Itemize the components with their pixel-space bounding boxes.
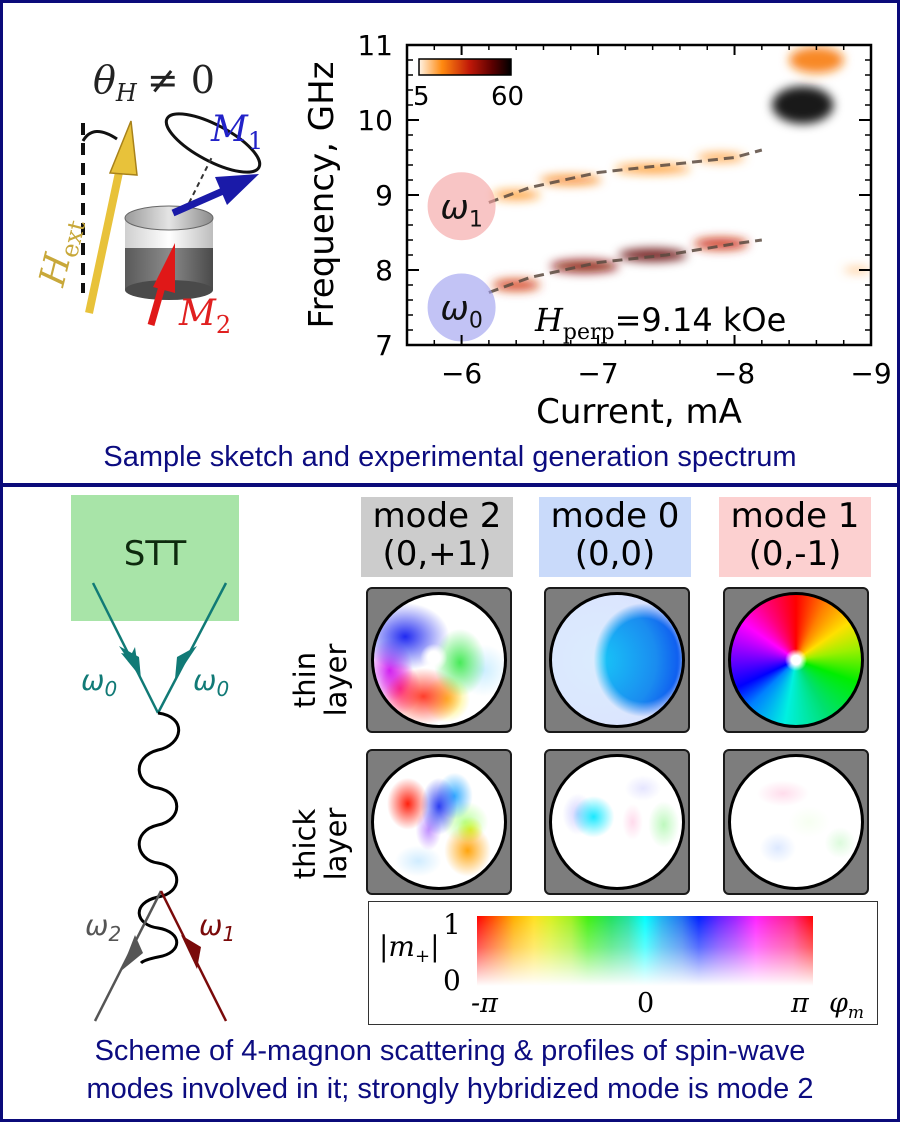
phase-max-label: π — [791, 988, 809, 1019]
m1-arrow-shaft — [171, 187, 225, 217]
y-tick-label: 8 — [375, 254, 393, 287]
profile-thin-mode-1 — [723, 587, 869, 733]
profile-thin-mode-2 — [366, 587, 512, 733]
stt-label: STT — [124, 534, 187, 574]
in-right-label: ω0 — [193, 664, 229, 701]
bottom-caption-line-1: Scheme of 4-magnon scattering & profiles… — [94, 1035, 806, 1067]
mode-marker-label: ω0 — [440, 289, 482, 334]
h-ext-arrowhead-icon — [108, 120, 138, 176]
out-right-label: ω1 — [199, 909, 235, 946]
profile-thick-mode-1 — [723, 749, 869, 895]
amplitude-label: |m+| — [379, 930, 440, 967]
intensity-blob — [772, 86, 834, 124]
phase-mid-label: 0 — [637, 988, 655, 1019]
panel-scattering-and-profiles: STT ω0 ω0 ω2 ω1 mode 2 (0,+1) mode 0 (0,0)… — [0, 484, 900, 1122]
m2-arrowhead-icon — [153, 243, 175, 293]
wavy-propagator — [137, 711, 181, 965]
incoming-right-arrowhead-icon — [175, 646, 197, 679]
outgoing-right-arrowhead-icon — [181, 935, 201, 969]
x-axis-label: Current, mA — [536, 392, 742, 432]
axis-ticks: −6 −7 −8 −9 7 8 9 10 11 — [357, 29, 891, 390]
fit-line — [488, 238, 763, 294]
h-perp-annotation: Hperp=9.14 kOe — [534, 301, 786, 345]
fit-line — [488, 148, 763, 204]
h-ext-label: Hext — [32, 213, 92, 292]
intensity-blob — [789, 46, 844, 74]
intensity-blob — [843, 267, 871, 273]
out-left-label: ω2 — [85, 909, 121, 946]
amplitude-max-label: 1 — [443, 908, 461, 941]
amplitude-min-label: 0 — [443, 964, 461, 997]
m1-arrowhead-icon — [215, 174, 259, 205]
y-axis-label: Frequency, GHz — [302, 61, 342, 328]
stt-source-box — [71, 495, 239, 621]
x-tick-label: −9 — [850, 357, 891, 390]
m2-arrow-shaft — [147, 282, 167, 326]
row-label-thin-layer: thin layer — [288, 643, 353, 717]
y-tick-label: 9 — [375, 179, 393, 212]
profile-thick-mode-2 — [366, 749, 512, 895]
intensity-blob — [693, 237, 749, 250]
mode-marker — [427, 172, 496, 241]
phase-symbol-label: φm — [829, 988, 865, 1023]
colorbar-min-label: 5 — [413, 82, 430, 112]
x-tick-label: −7 — [577, 357, 618, 390]
colorbar — [418, 58, 512, 76]
bottom-caption-line-2: modes involved in it; strongly hybridize… — [86, 1073, 814, 1105]
y-tick-label: 7 — [375, 329, 393, 362]
sample-sketch: θH ≠ 0 Hext M1 M2 — [32, 58, 263, 339]
x-tick-label: −8 — [714, 357, 755, 390]
mode-header-1: mode 1 (0,-1) — [719, 497, 871, 577]
intensity-blob — [615, 164, 691, 174]
intensity-blob — [492, 279, 541, 291]
angle-arc — [81, 130, 118, 142]
m2-label: M2 — [178, 293, 231, 339]
h-ext-arrow-shaft — [85, 162, 125, 314]
four-magnon-scheme: STT ω0 ω0 ω2 ω1 — [71, 495, 239, 1022]
in-left-label: ω0 — [81, 664, 117, 701]
panel-sample-and-spectrum: θH ≠ 0 Hext M1 M2 — [0, 0, 900, 486]
profile-thin-mode-0 — [544, 587, 690, 733]
m1-dashed-axis — [184, 154, 214, 212]
phase-colorscale — [477, 916, 813, 986]
y-tick-label: 11 — [357, 29, 393, 62]
colorbar-max-label: 60 — [491, 82, 524, 112]
phase-amplitude-legend: |m+| 1 0 -π 0 π φm — [368, 901, 878, 1025]
incoming-left-arrowhead-fill — [119, 646, 141, 679]
heatmap-intensity-layer — [492, 46, 871, 291]
intensity-blob — [697, 153, 745, 162]
mode-header-2: mode 2 (0,+1) — [361, 497, 513, 577]
y-tick-label: 10 — [357, 104, 393, 137]
top-caption: Sample sketch and experimental generatio… — [103, 441, 797, 473]
intensity-blob — [492, 190, 541, 200]
phase-min-label: -π — [471, 988, 498, 1019]
outgoing-left-arrowhead-icon — [121, 935, 143, 971]
m1-label: M1 — [210, 109, 263, 155]
nanopillar-cylinder — [124, 205, 214, 300]
incoming-left-line — [91, 582, 160, 714]
precession-orbit — [164, 112, 262, 174]
fit-lines-layer — [488, 148, 763, 294]
mode-markers-layer: ω1 ω0 — [427, 172, 496, 342]
theta-label: θH ≠ 0 — [93, 58, 215, 107]
incoming-right-line — [156, 582, 228, 714]
x-tick-label: −6 — [441, 357, 482, 390]
mode-header-0: mode 0 (0,0) — [539, 497, 691, 577]
profile-thick-mode-0 — [544, 749, 690, 895]
generation-spectrum-chart: ω1 ω0 −6 −7 −8 −9 7 8 9 10 11 5 60 Hperp=9.14 kOe… — [302, 29, 892, 432]
mode-marker-label: ω1 — [440, 187, 482, 232]
row-label-thick-layer: thick layer — [288, 807, 353, 881]
